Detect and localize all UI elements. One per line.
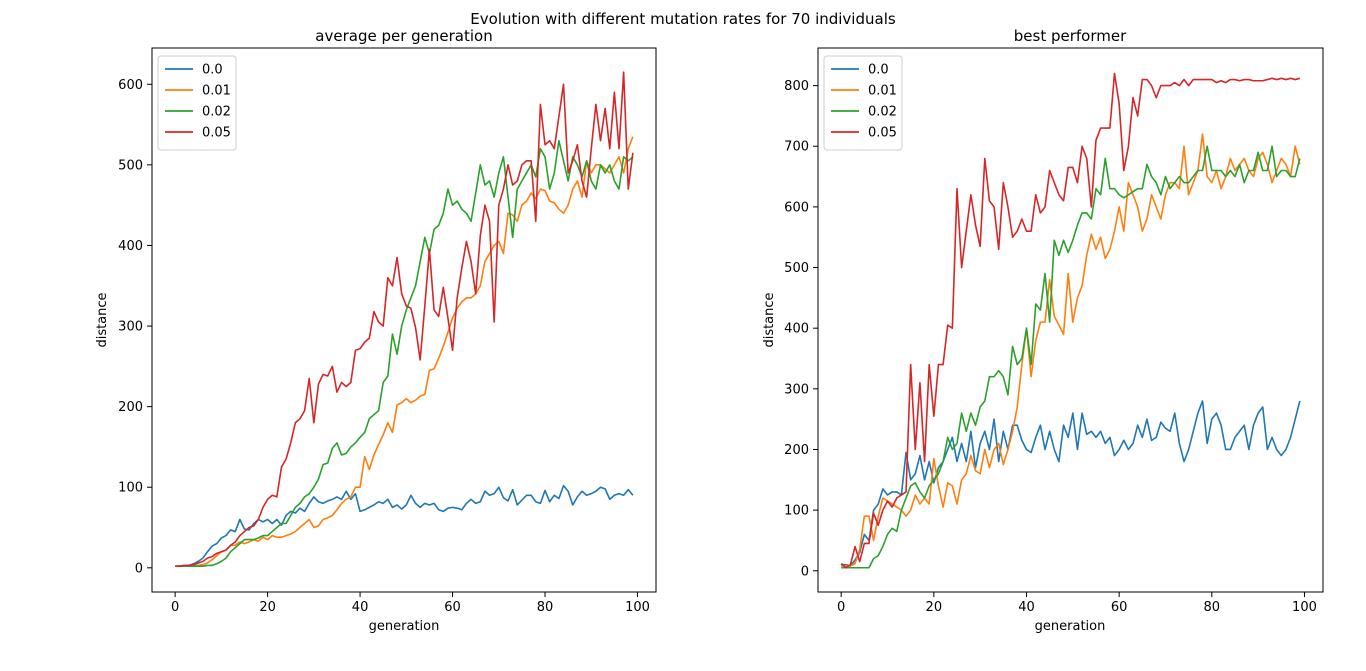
y-tick-label: 800 [784, 79, 809, 94]
chart-title: best performer [1014, 27, 1127, 45]
best-performer-chart: best performer generation distance 0 20 40… [762, 27, 1324, 634]
y-axis-label: distance [95, 292, 110, 347]
series-line-0-0 [841, 400, 1301, 567]
series-line-0-01 [841, 133, 1301, 567]
legend-box [157, 55, 237, 151]
x-tick-label: 60 [1111, 600, 1128, 615]
chart-title: average per generation [315, 27, 492, 45]
legend-label: 0.02 [202, 105, 231, 120]
y-tick-label: 200 [784, 443, 809, 458]
series-line-0-0 [175, 484, 634, 568]
y-tick-label: 200 [118, 400, 143, 415]
y-tick-label: 400 [118, 239, 143, 254]
y-tick-label: 300 [118, 320, 143, 335]
y-tick-label: 100 [784, 504, 809, 519]
x-axis-label: generation [369, 619, 440, 634]
legend-label: 0.0 [868, 63, 889, 78]
x-axis-label: generation [1035, 619, 1106, 634]
x-tick-label: 20 [926, 600, 943, 615]
y-tick-label: 500 [784, 261, 809, 276]
legend-label: 0.01 [868, 84, 897, 99]
x-tick-label: 0 [171, 600, 179, 615]
x-tick-label: 100 [625, 600, 650, 615]
y-tick-label: 0 [135, 561, 143, 576]
legend-box [823, 55, 903, 151]
x-tick-label: 80 [1204, 600, 1221, 615]
average-per-generation-chart: average per generation generation distan… [95, 27, 657, 634]
y-axis-label: distance [762, 292, 777, 347]
series-line-0-02 [175, 139, 634, 568]
legend-label: 0.05 [868, 126, 897, 141]
y-tick-label: 600 [118, 78, 143, 93]
legend-label: 0.0 [202, 63, 223, 78]
series-line-0-05 [175, 71, 634, 568]
x-tick-label: 0 [837, 600, 845, 615]
x-tick-label: 40 [352, 600, 369, 615]
y-tick-label: 400 [784, 322, 809, 337]
x-tick-label: 80 [537, 600, 554, 615]
series-line-0-02 [841, 145, 1301, 569]
y-tick-label: 300 [784, 382, 809, 397]
x-tick-label: 60 [444, 600, 461, 615]
legend-label: 0.01 [202, 84, 231, 99]
x-tick-label: 40 [1018, 600, 1035, 615]
y-tick-label: 600 [784, 200, 809, 215]
y-tick-label: 700 [784, 140, 809, 155]
legend-label: 0.05 [202, 126, 231, 141]
series-lines [175, 71, 634, 568]
y-tick-label: 500 [118, 158, 143, 173]
y-tick-label: 0 [801, 564, 809, 579]
axes-frame [817, 47, 1324, 593]
axes-frame [151, 47, 657, 593]
y-tick-label: 100 [118, 481, 143, 496]
legend: 0.0 0.01 0.02 0.05 [823, 55, 903, 151]
legend: 0.0 0.01 0.02 0.05 [157, 55, 237, 151]
series-line-0-05 [840, 72, 1301, 569]
figure-suptitle: Evolution with different mutation rates … [470, 10, 896, 28]
x-tick-label: 20 [259, 600, 276, 615]
series-line-0-01 [175, 136, 634, 568]
x-tick-label: 100 [1292, 600, 1317, 615]
legend-label: 0.02 [868, 105, 897, 120]
series-lines [840, 72, 1301, 569]
